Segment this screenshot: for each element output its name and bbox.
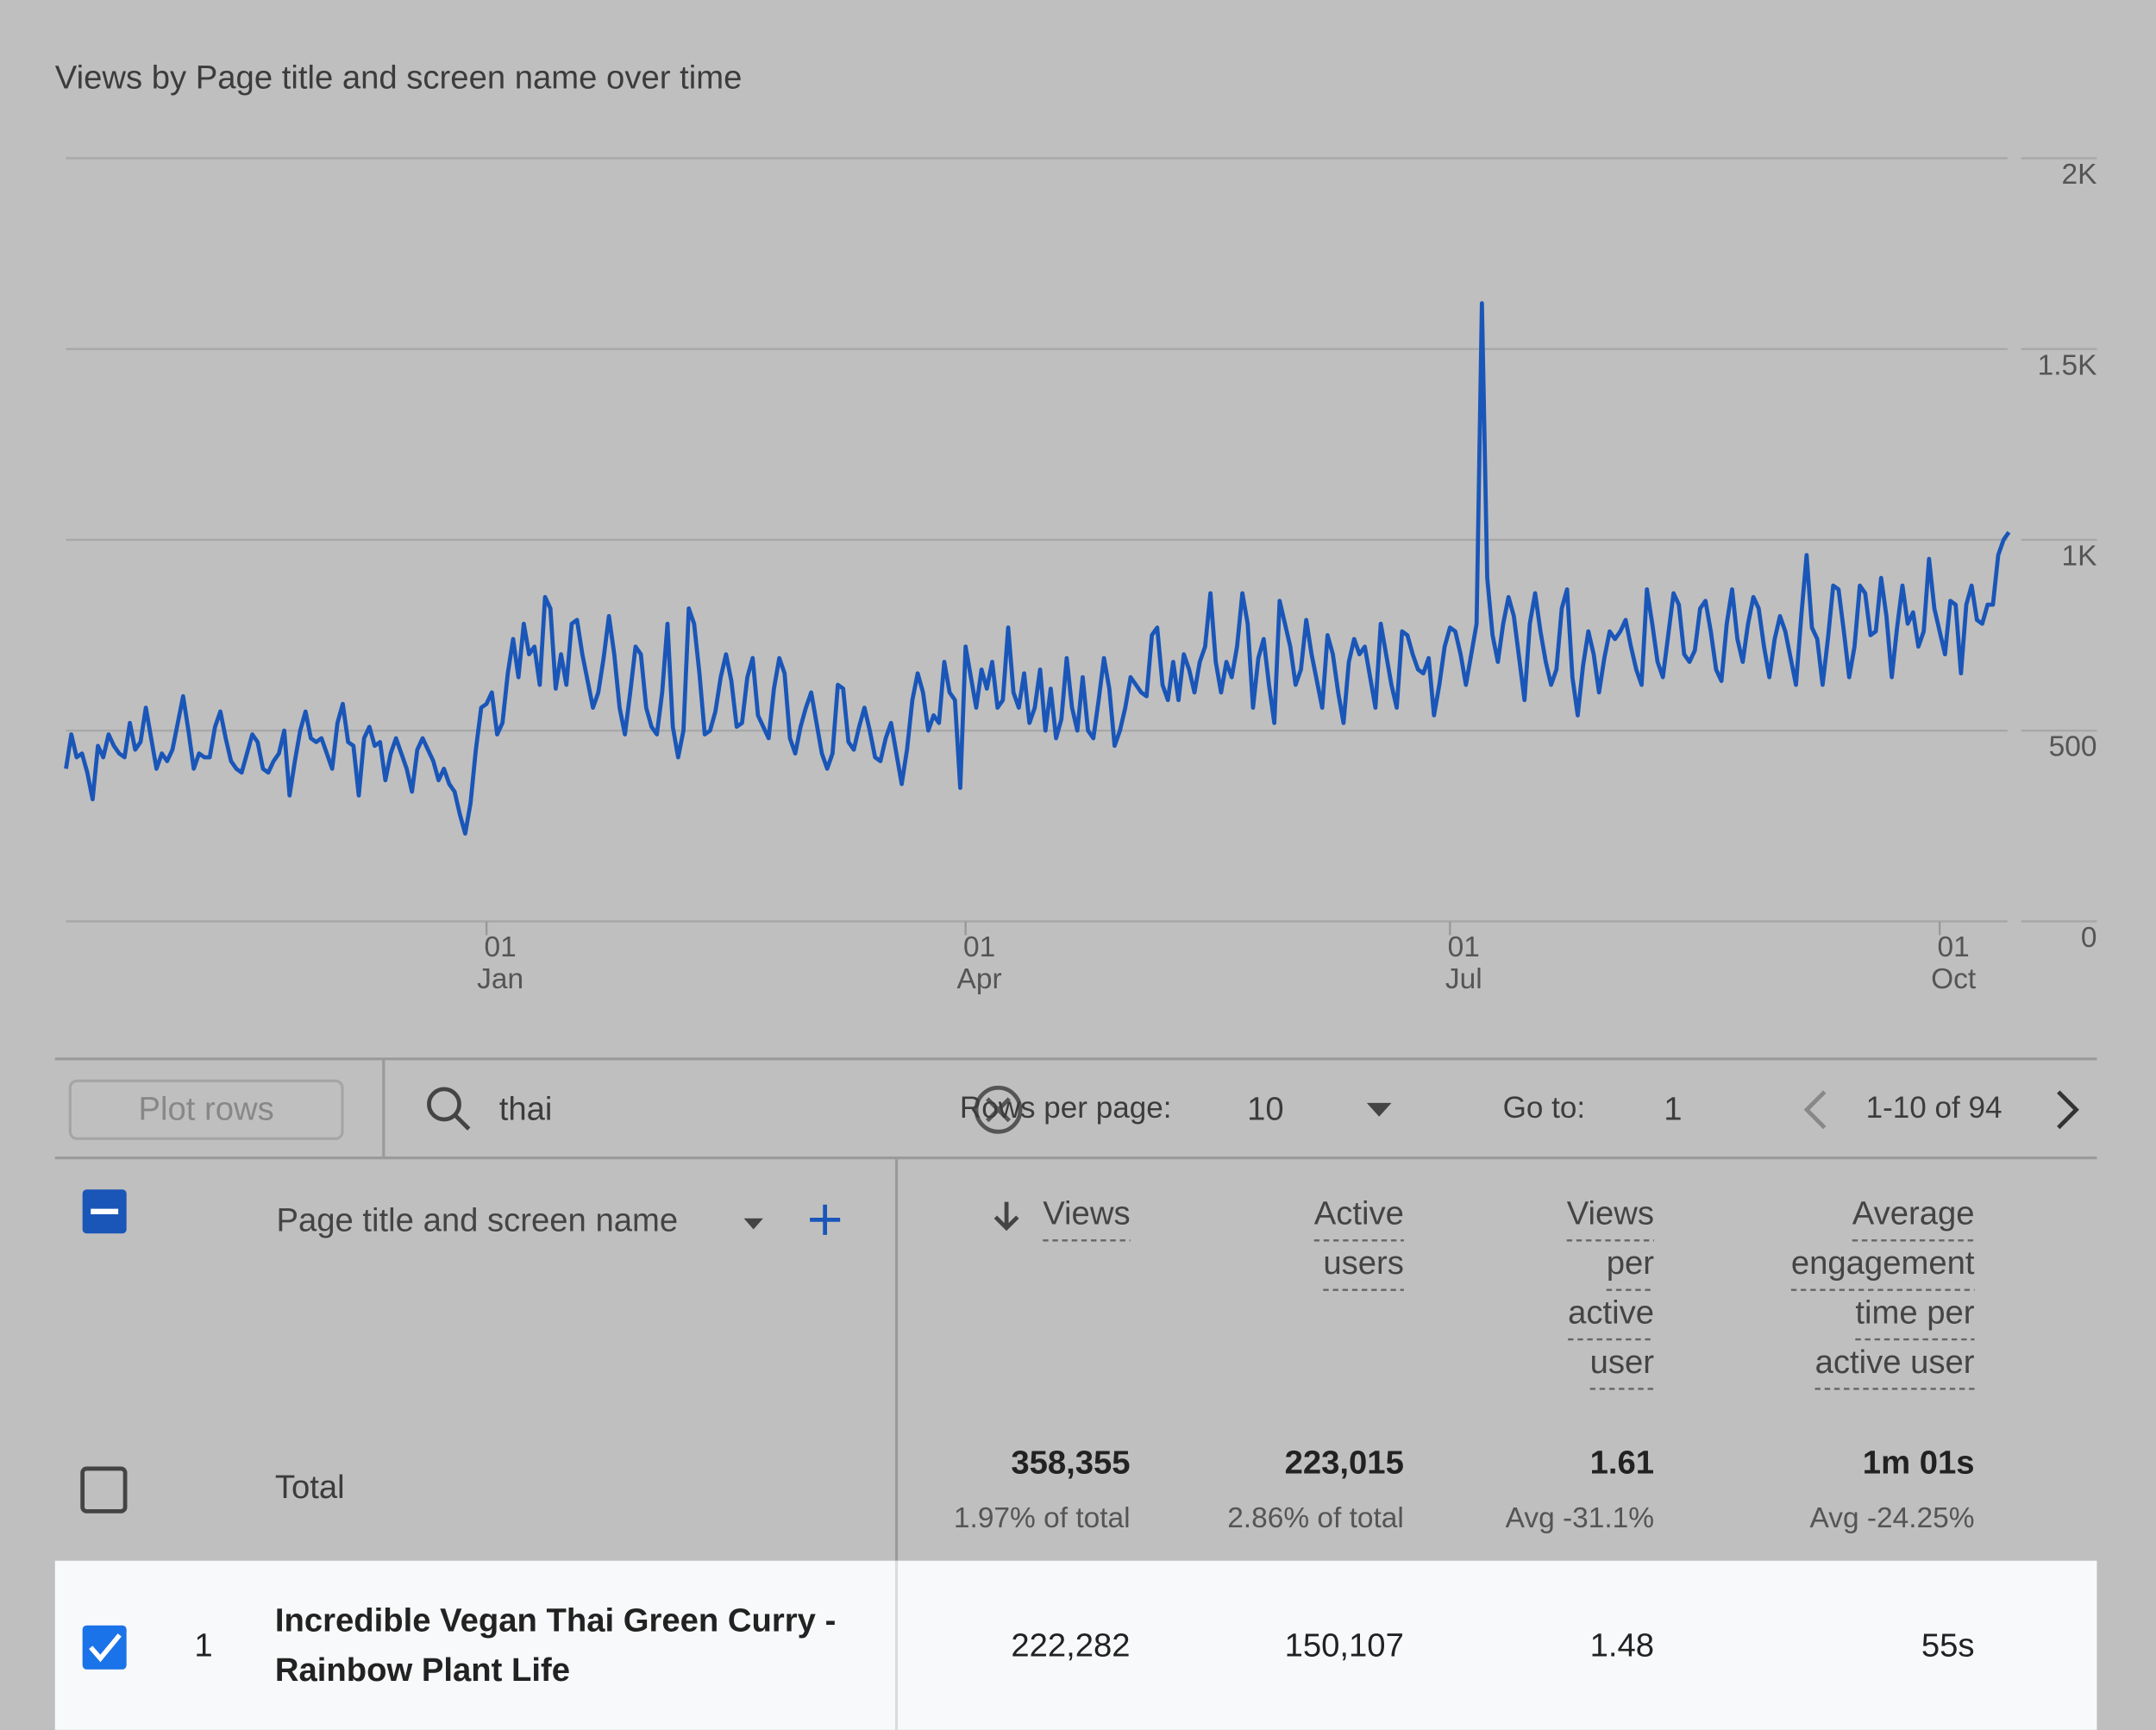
x-tick-label: 01 <box>1448 931 1480 963</box>
column-header[interactable]: Active <box>1314 1195 1404 1232</box>
rows-per-page-value[interactable]: 10 <box>1247 1091 1284 1128</box>
rows-per-page-label: Rows per page: <box>960 1091 1172 1125</box>
goto-label: Go to: <box>1503 1091 1586 1125</box>
clear-icon[interactable] <box>974 1085 1023 1134</box>
column-header[interactable]: users <box>1323 1244 1404 1282</box>
total-note: Avg -24.25% <box>1810 1502 1975 1534</box>
prev-page[interactable] <box>1803 1090 1827 1130</box>
total-note: 2.86% of total <box>1227 1502 1404 1534</box>
total-value: 1m 01s <box>1863 1444 1975 1481</box>
x-tick-label: Apr <box>957 963 1002 995</box>
row-values: 222,282 150,107 1.48 55s <box>1011 1627 1974 1664</box>
dimension-dropdown[interactable] <box>743 1218 763 1230</box>
next-page[interactable] <box>2057 1090 2079 1130</box>
y-tick-label: 2K <box>2062 159 2097 191</box>
row-value: 222,282 <box>1011 1627 1130 1664</box>
column-header[interactable]: Views <box>1567 1195 1654 1232</box>
chart-title: Views by Page title and screen name over… <box>55 60 743 97</box>
pagination: 1-10 of 94 <box>1866 1091 2002 1125</box>
row-value: 150,107 <box>1285 1627 1404 1664</box>
x-tick-label: 01 <box>963 931 995 963</box>
total-value: 1.61 <box>1590 1444 1654 1481</box>
column-header[interactable]: user <box>1590 1344 1655 1381</box>
column-header[interactable]: Average <box>1852 1195 1975 1232</box>
x-tick-label: 01 <box>1937 931 1969 963</box>
dropdown-arrow[interactable] <box>1366 1102 1392 1117</box>
select-all-checkbox[interactable] <box>82 1189 127 1234</box>
column-header[interactable]: active user <box>1815 1344 1975 1381</box>
button-frame <box>68 1079 344 1140</box>
column-header[interactable]: Views <box>1043 1195 1130 1232</box>
row-value: 55s <box>1921 1627 1975 1664</box>
x-tick-label: Oct <box>1931 963 1977 995</box>
row-rank: 1 <box>194 1627 212 1664</box>
button-label: Plot rows <box>139 1091 274 1128</box>
goto-input[interactable]: 1 <box>1664 1091 1682 1128</box>
row-checkbox[interactable] <box>82 1625 127 1670</box>
y-tick-label: 500 <box>2049 731 2097 763</box>
total-value: 358,355 <box>1011 1444 1130 1481</box>
totals: 358,355 1.97% of total 223,015 2.86% of tot… <box>954 1444 1975 1534</box>
total-checkbox[interactable] <box>80 1466 128 1514</box>
column-header[interactable]: engagement <box>1791 1244 1975 1282</box>
row-background <box>54 1560 2097 1730</box>
y-tick-label: 0 <box>2081 922 2097 954</box>
sort-arrow[interactable] <box>993 1201 1019 1232</box>
row-title[interactable]: Incredible Vegan Thai Green Curry - <box>275 1602 836 1639</box>
y-tick-label: 1K <box>2062 540 2097 572</box>
row-value: 1.48 <box>1590 1627 1654 1664</box>
column-headers: Views Active users Views per active user Averag… <box>1043 1195 1975 1390</box>
column-header[interactable]: active <box>1568 1294 1654 1331</box>
search-input[interactable]: thai <box>499 1091 553 1128</box>
y-tick-label: 1.5K <box>2038 349 2097 381</box>
row-title[interactable]: Rainbow Plant Life <box>275 1652 570 1689</box>
total-note: 1.97% of total <box>954 1502 1131 1534</box>
x-tick-label: Jul <box>1445 963 1482 995</box>
add-dimension[interactable] <box>810 1204 841 1235</box>
total-label: Total <box>275 1469 345 1506</box>
plot-rows-button[interactable]: Plot rows <box>68 1079 344 1140</box>
x-tick-label: Jan <box>477 963 523 995</box>
column-header[interactable]: time per <box>1855 1294 1974 1331</box>
search-icon <box>427 1087 471 1131</box>
column-header[interactable]: per <box>1607 1244 1655 1282</box>
line-series <box>64 301 2011 836</box>
total-value: 223,015 <box>1285 1444 1404 1481</box>
dimension-header[interactable]: Page title and screen name <box>276 1202 678 1239</box>
total-note: Avg -31.1% <box>1506 1502 1654 1534</box>
x-tick-label: 01 <box>484 931 516 963</box>
